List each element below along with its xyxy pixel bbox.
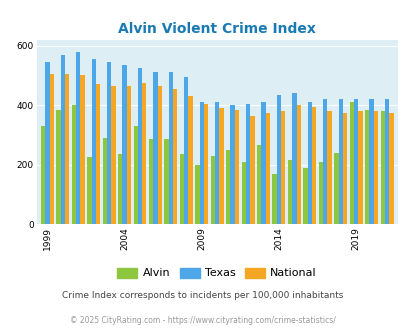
Bar	[388, 113, 392, 224]
Bar	[307, 102, 311, 224]
Bar	[265, 113, 269, 224]
Bar	[49, 74, 54, 224]
Bar	[303, 168, 307, 224]
Bar	[199, 102, 203, 224]
Bar	[168, 72, 173, 224]
Bar	[111, 86, 115, 224]
Bar	[96, 84, 100, 224]
Bar	[41, 126, 45, 224]
Bar	[122, 65, 126, 224]
Bar	[164, 140, 168, 224]
Bar	[173, 89, 177, 224]
Bar	[384, 99, 388, 224]
Bar	[338, 99, 342, 224]
Text: © 2025 CityRating.com - https://www.cityrating.com/crime-statistics/: © 2025 CityRating.com - https://www.city…	[70, 315, 335, 325]
Bar	[353, 99, 358, 224]
Bar	[261, 102, 265, 224]
Bar	[215, 102, 219, 224]
Bar	[241, 162, 245, 224]
Bar	[179, 154, 184, 224]
Title: Alvin Violent Crime Index: Alvin Violent Crime Index	[118, 22, 315, 36]
Bar	[364, 110, 369, 224]
Bar	[184, 77, 188, 224]
Bar	[318, 162, 322, 224]
Bar	[349, 102, 353, 224]
Bar	[157, 86, 162, 224]
Bar	[195, 165, 199, 224]
Bar	[65, 74, 69, 224]
Bar	[226, 150, 230, 224]
Bar	[256, 146, 261, 224]
Bar	[203, 104, 208, 224]
Bar	[322, 99, 327, 224]
Bar	[230, 105, 234, 224]
Bar	[102, 138, 107, 224]
Bar	[133, 126, 138, 224]
Bar	[118, 154, 122, 224]
Bar	[45, 62, 49, 224]
Bar	[219, 108, 223, 224]
Bar	[342, 113, 346, 224]
Bar	[142, 83, 146, 224]
Bar	[149, 140, 153, 224]
Bar	[245, 104, 249, 224]
Bar	[276, 95, 280, 224]
Bar	[188, 96, 192, 224]
Bar	[272, 174, 276, 224]
Bar	[210, 156, 215, 224]
Text: Crime Index corresponds to incidents per 100,000 inhabitants: Crime Index corresponds to incidents per…	[62, 291, 343, 300]
Bar	[126, 86, 131, 224]
Bar	[138, 68, 142, 224]
Bar	[327, 111, 331, 224]
Bar	[358, 111, 362, 224]
Legend: Alvin, Texas, National: Alvin, Texas, National	[113, 263, 321, 283]
Bar	[107, 62, 111, 224]
Bar	[280, 111, 285, 224]
Bar	[249, 115, 254, 224]
Bar	[311, 107, 315, 224]
Bar	[72, 105, 76, 224]
Bar	[60, 54, 65, 224]
Bar	[369, 99, 373, 224]
Bar	[87, 157, 91, 224]
Bar	[287, 160, 292, 224]
Bar	[80, 75, 85, 224]
Bar	[292, 93, 296, 224]
Bar	[76, 51, 80, 224]
Bar	[153, 72, 157, 224]
Bar	[333, 153, 338, 224]
Bar	[373, 111, 377, 224]
Bar	[296, 105, 300, 224]
Bar	[234, 110, 239, 224]
Bar	[91, 59, 96, 224]
Bar	[56, 110, 60, 224]
Bar	[379, 111, 384, 224]
